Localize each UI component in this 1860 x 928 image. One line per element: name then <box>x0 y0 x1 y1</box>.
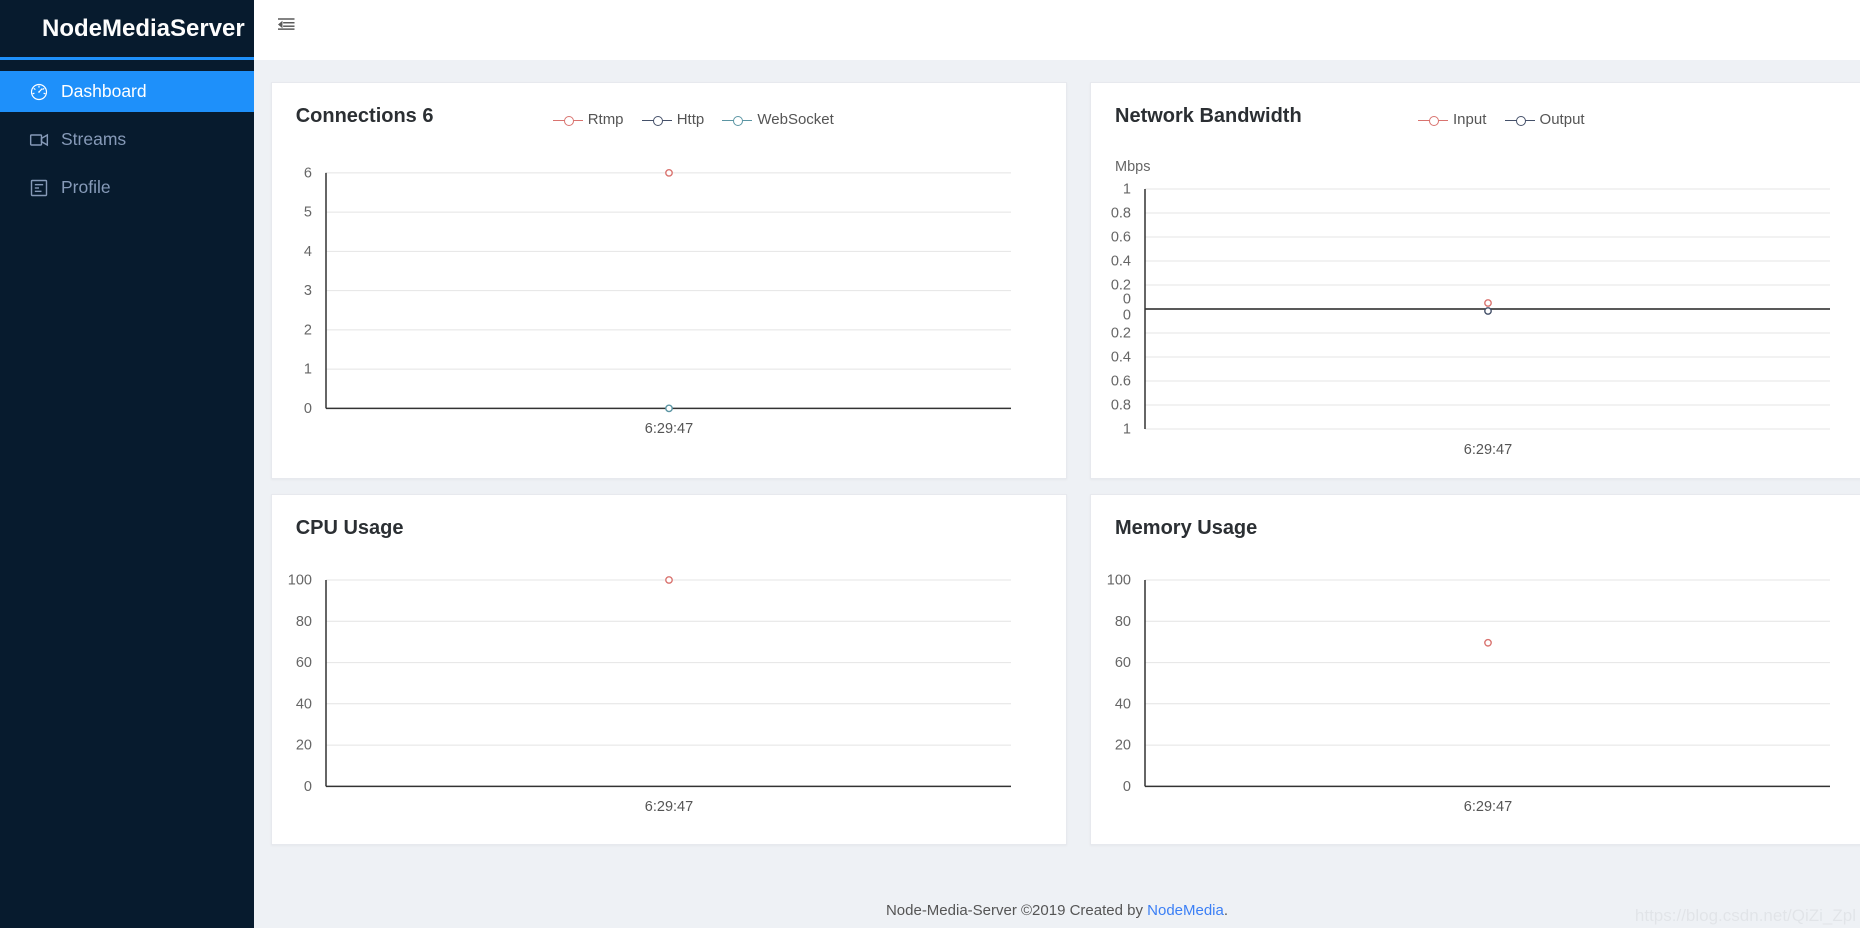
svg-text:6: 6 <box>304 165 312 181</box>
svg-text:2: 2 <box>304 322 312 338</box>
svg-text:0.2: 0.2 <box>1111 325 1131 341</box>
svg-text:1: 1 <box>1123 421 1131 437</box>
svg-text:1: 1 <box>304 361 312 377</box>
svg-text:60: 60 <box>296 655 312 671</box>
svg-text:0: 0 <box>304 401 312 417</box>
svg-text:0: 0 <box>1123 779 1131 795</box>
svg-text:40: 40 <box>1115 696 1131 712</box>
svg-text:0: 0 <box>1123 307 1131 323</box>
svg-text:0.4: 0.4 <box>1111 349 1131 365</box>
svg-text:0.4: 0.4 <box>1111 253 1131 269</box>
svg-text:6:29:47: 6:29:47 <box>644 799 692 815</box>
svg-text:80: 80 <box>296 614 312 630</box>
svg-text:0.8: 0.8 <box>1111 397 1131 413</box>
svg-text:100: 100 <box>287 572 311 588</box>
svg-text:0.6: 0.6 <box>1111 373 1131 389</box>
svg-text:1: 1 <box>1123 181 1131 197</box>
svg-text:5: 5 <box>304 204 312 220</box>
svg-text:0: 0 <box>1123 291 1131 307</box>
svg-text:60: 60 <box>1115 655 1131 671</box>
svg-text:80: 80 <box>1115 614 1131 630</box>
svg-text:4: 4 <box>304 244 312 260</box>
svg-text:0: 0 <box>304 779 312 795</box>
svg-text:0.6: 0.6 <box>1111 229 1131 245</box>
svg-text:40: 40 <box>296 696 312 712</box>
svg-text:100: 100 <box>1107 572 1131 588</box>
svg-text:6:29:47: 6:29:47 <box>1464 799 1512 815</box>
svg-text:20: 20 <box>1115 737 1131 753</box>
svg-text:6:29:47: 6:29:47 <box>1464 442 1512 458</box>
svg-text:6:29:47: 6:29:47 <box>644 421 692 437</box>
svg-text:20: 20 <box>296 737 312 753</box>
svg-text:0.8: 0.8 <box>1111 205 1131 221</box>
svg-text:3: 3 <box>304 283 312 299</box>
